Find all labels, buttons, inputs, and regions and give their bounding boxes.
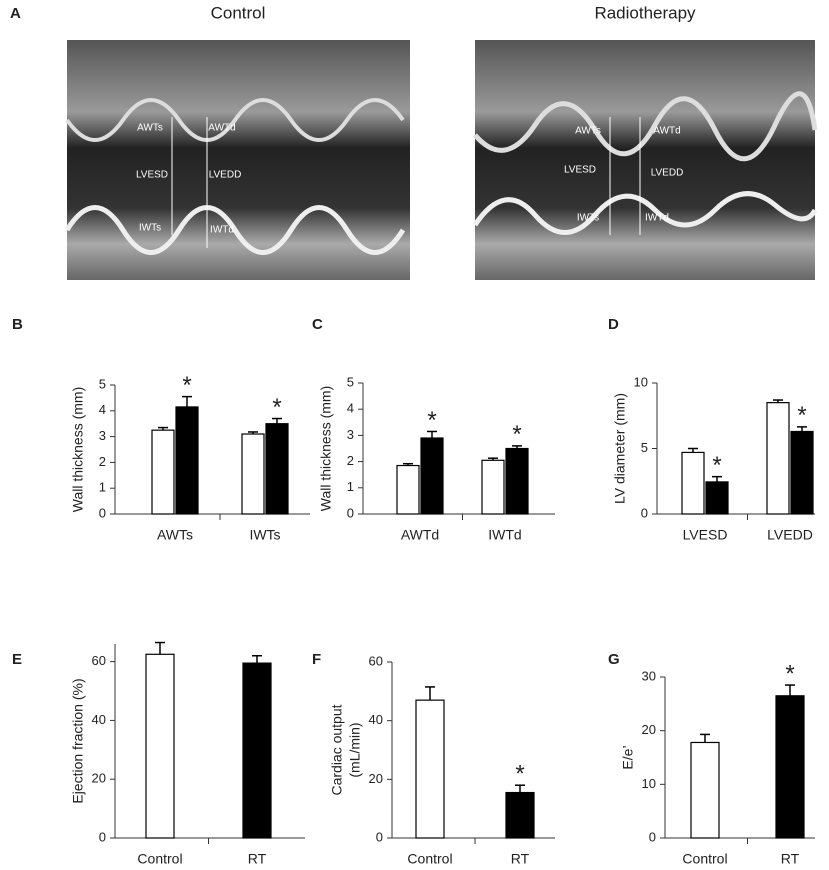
y-tick-label: 20 (642, 722, 656, 737)
x-tick-label: RT (781, 851, 800, 867)
x-tick-label: Control (682, 851, 727, 867)
x-tick-label: IWTd (488, 527, 521, 543)
y-tick-label: 0 (347, 505, 354, 520)
panel-letter: E (12, 651, 22, 668)
significance-mark: * (515, 761, 524, 788)
y-tick-label: 2 (99, 454, 106, 469)
y-tick-label: 40 (369, 712, 383, 727)
significance-mark: * (712, 452, 721, 479)
x-tick-label: IWTs (249, 527, 280, 543)
y-tick-label: 5 (641, 440, 648, 455)
image-label: IWTd (210, 225, 234, 236)
y-tick-label: 5 (99, 376, 106, 391)
significance-mark: * (182, 372, 191, 399)
x-tick-label: LVEDD (767, 527, 813, 543)
significance-mark: * (797, 402, 806, 429)
y-tick-label: 4 (347, 401, 354, 416)
x-tick-label: RT (511, 851, 530, 867)
bar (690, 741, 720, 839)
y-tick-label: 40 (92, 712, 106, 727)
x-tick-label: AWTd (401, 527, 439, 543)
panel-letter: G (608, 651, 620, 668)
y-axis-label: LV diameter (mm) (612, 393, 628, 504)
y-tick-label: 20 (369, 771, 383, 786)
bar (505, 447, 529, 515)
y-axis-label: Wall thickness (mm) (70, 387, 86, 513)
bar (145, 653, 175, 839)
image-label: AWTd (208, 123, 235, 134)
y-tick-label: 60 (92, 653, 106, 668)
y-tick-label: 0 (641, 505, 648, 520)
image-label: LVEDD (209, 170, 242, 181)
image-label: LVEDD (651, 168, 684, 179)
image-title: Radiotherapy (594, 3, 696, 22)
bar (396, 464, 420, 515)
image-label: AWTd (653, 126, 680, 137)
y-tick-label: 3 (99, 428, 106, 443)
bar (241, 433, 265, 515)
bar (420, 437, 444, 515)
bar (481, 459, 505, 515)
image-title: Control (211, 3, 266, 22)
y-axis-label: Cardiac output (329, 704, 345, 795)
bar (265, 423, 289, 515)
image-label: LVESD (564, 165, 596, 176)
y-axis-label: E/e’ (620, 745, 636, 769)
panel-letter: A (10, 5, 21, 22)
bar (151, 429, 175, 515)
y-tick-label: 60 (369, 653, 383, 668)
x-tick-label: Control (407, 851, 452, 867)
panel-letter: F (312, 651, 321, 668)
y-tick-label: 0 (649, 829, 656, 844)
y-axis-label: Ejection fraction (%) (70, 678, 86, 803)
y-tick-label: 0 (99, 505, 106, 520)
y-axis-label: Wall thickness (mm) (318, 386, 334, 512)
y-tick-label: 2 (347, 453, 354, 468)
bar (790, 430, 814, 515)
y-tick-label: 20 (92, 771, 106, 786)
bar (705, 481, 729, 515)
bar (681, 451, 705, 515)
bar (775, 695, 805, 839)
bar (415, 699, 445, 839)
bar (505, 791, 535, 839)
image-label: IWTs (139, 223, 161, 234)
y-tick-label: 3 (347, 427, 354, 442)
y-tick-label: 0 (99, 829, 106, 844)
image-label: IWTs (577, 213, 599, 224)
x-tick-label: RT (248, 851, 267, 867)
significance-mark: * (512, 421, 521, 448)
x-tick-label: Control (137, 851, 182, 867)
significance-mark: * (272, 394, 281, 421)
y-tick-label: 1 (347, 479, 354, 494)
y-tick-label: 4 (99, 402, 106, 417)
y-axis-label: (mL/min) (347, 722, 363, 777)
y-tick-label: 5 (347, 374, 354, 389)
ultrasound-radiotherapy (472, 40, 818, 280)
image-label: LVESD (136, 170, 168, 181)
ultrasound-control (64, 40, 410, 280)
y-tick-label: 10 (634, 374, 648, 389)
significance-mark: * (427, 407, 436, 434)
image-label: IWTd (645, 213, 669, 224)
x-tick-label: AWTs (157, 527, 193, 543)
bar (242, 662, 272, 839)
x-tick-label: LVESD (683, 527, 728, 543)
panel-letter: D (608, 316, 619, 333)
y-tick-label: 1 (99, 480, 106, 495)
bar (175, 406, 199, 515)
bar (766, 402, 790, 515)
panel-letter: B (12, 316, 23, 333)
image-label: AWTs (575, 126, 601, 137)
y-tick-label: 10 (642, 776, 656, 791)
significance-mark: * (785, 660, 794, 687)
image-label: AWTs (137, 123, 163, 134)
panel-letter: C (312, 316, 323, 333)
y-tick-label: 0 (376, 829, 383, 844)
y-tick-label: 30 (642, 668, 656, 683)
